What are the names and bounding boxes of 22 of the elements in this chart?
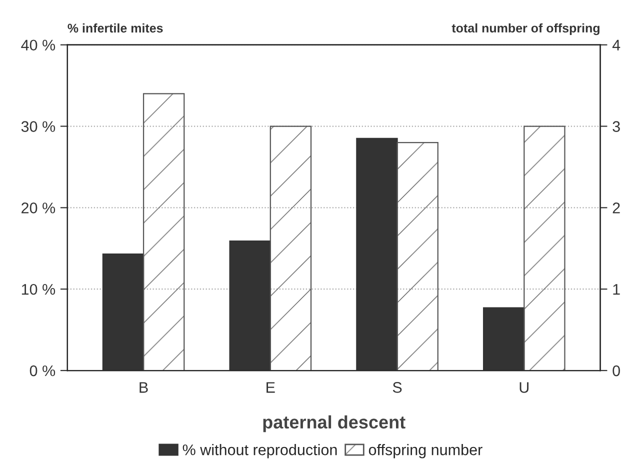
y2-tick-label: 4 [612, 40, 620, 50]
bar [524, 126, 566, 371]
y2-tick-label: 2 [612, 202, 620, 214]
y-tick-label: 10 % [22, 284, 56, 295]
x-axis-title: paternal descent [263, 415, 406, 432]
y2-axis-title: total number of offspring [452, 23, 600, 36]
y-tick-label: 0 % [30, 365, 56, 376]
y-tick-label: 20 % [22, 202, 56, 214]
bar [142, 93, 185, 371]
x-tick-label: S [392, 382, 402, 393]
x-tick-label: B [140, 382, 148, 393]
y2-tick-label: 3 [612, 121, 620, 132]
y-tick-label: 40 % [21, 40, 56, 51]
bar [482, 307, 525, 371]
legend-label: offspring number [368, 444, 482, 458]
x-tick-label: E [266, 382, 275, 393]
y-axis-title: % infertile mites [68, 23, 163, 33]
y2-tick-label: 0 [612, 365, 620, 376]
x-tick-label: U [520, 382, 528, 393]
y2-tick-label: 1 [613, 284, 620, 295]
y-tick-label: 30 % [21, 121, 56, 132]
legend-label: % without reproduction [182, 444, 337, 458]
